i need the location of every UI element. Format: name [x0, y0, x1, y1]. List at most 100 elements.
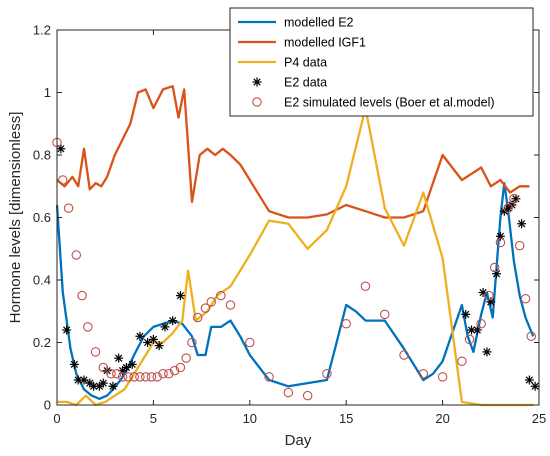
x-tick-label: 20: [435, 411, 449, 426]
legend-entry: E2 data: [252, 76, 327, 90]
data-point: [200, 303, 211, 313]
data-point: [464, 334, 475, 345]
data-point: [106, 368, 116, 379]
x-tick-label: 25: [532, 411, 546, 426]
y-tick-label: 0.2: [33, 335, 51, 350]
data-point: [169, 365, 180, 376]
data-point: [360, 281, 371, 291]
data-point: [472, 325, 482, 335]
data-point: [245, 337, 255, 348]
legend-entry: E2 simulated levels (Boer et al.model): [252, 96, 495, 110]
legend-entries: modelled E2 modelled IGF1 P4 data E2 data E2…: [238, 16, 495, 110]
data-point: [158, 368, 168, 379]
data-point: [418, 368, 429, 379]
y-axis-title: Hormone levels [dimensionless]: [7, 112, 24, 324]
y-tick-label: 0: [44, 398, 51, 413]
legend-entry: modelled E2: [238, 16, 354, 30]
data-point: [476, 318, 486, 329]
data-point: [225, 300, 236, 310]
data-point: [216, 290, 226, 301]
data-point: [143, 338, 153, 347]
legend-marker: [252, 77, 262, 87]
data-point: [135, 372, 145, 382]
data-point: [457, 356, 467, 366]
data-point: [187, 337, 197, 348]
ticks-layer: 0 5 10 15 20 25 0 0.2 0.4 0.6 0.8 1 1.2: [33, 23, 546, 427]
data-point: [437, 372, 448, 382]
data-point: [503, 203, 513, 213]
y-tick-label: 1: [44, 85, 51, 100]
legend-label: P4 data: [284, 56, 327, 70]
legend-entry: P4 data: [238, 56, 327, 70]
data-point: [181, 353, 191, 363]
legend-label: modelled IGF1: [284, 36, 366, 50]
legend-entry: modelled IGF1: [238, 36, 366, 50]
data-point: [264, 372, 274, 382]
data-point: [58, 175, 68, 185]
data-point: [482, 347, 492, 357]
data-point: [69, 359, 79, 369]
data-point: [127, 359, 137, 369]
data-point: [108, 381, 118, 391]
data-point: [121, 363, 131, 372]
x-tick-label: 10: [243, 411, 257, 426]
x-tick-label: 5: [150, 411, 157, 426]
y-tick-label: 0.4: [33, 273, 51, 288]
data-point: [192, 312, 203, 323]
data-point: [98, 362, 109, 373]
data-point: [129, 372, 139, 382]
data-point: [56, 144, 66, 154]
data-point: [283, 387, 294, 398]
x-tick-label: 0: [53, 411, 60, 426]
data-point: [509, 194, 519, 204]
y-tick-label: 0.8: [33, 148, 51, 163]
series-0: [55, 181, 535, 400]
data-point: [461, 309, 471, 319]
legend-box: [229, 7, 534, 117]
legend-label: E2 data: [284, 76, 327, 90]
x-axis-title: Day: [285, 432, 312, 449]
data-point: [524, 375, 534, 385]
data-point: [98, 378, 108, 388]
data-point: [154, 341, 164, 351]
data-point: [71, 250, 82, 260]
data-point: [114, 353, 124, 363]
data-point: [520, 293, 531, 304]
data-point: [62, 325, 72, 335]
data-point: [495, 237, 506, 248]
data-point: [530, 381, 540, 391]
legend-marker: [252, 97, 262, 107]
y-tick-label: 0.6: [33, 210, 51, 225]
data-point: [380, 309, 390, 320]
data-point: [90, 347, 101, 357]
series-line: [56, 85, 530, 219]
series-1: [56, 85, 530, 219]
data-point: [517, 219, 527, 229]
data-point: [63, 203, 74, 213]
data-point: [77, 290, 87, 301]
data-point: [399, 350, 409, 360]
data-point: [140, 372, 151, 382]
data-point: [489, 262, 500, 273]
data-point: [175, 362, 186, 373]
data-point: [123, 372, 134, 382]
data-point: [83, 322, 93, 332]
series-4: [52, 137, 537, 401]
series-line: [55, 181, 535, 400]
legend-label: E2 simulated levels (Boer et al.model): [284, 96, 495, 110]
data-point: [160, 322, 170, 332]
data-point: [175, 291, 185, 301]
data-point: [146, 372, 157, 382]
data-point: [135, 331, 145, 341]
legend-label: modelled E2: [284, 16, 354, 30]
data-point: [164, 368, 174, 379]
data-point: [526, 331, 537, 341]
series-layer: [52, 85, 540, 407]
data-point: [112, 368, 122, 379]
data-point: [206, 297, 216, 307]
x-tick-label: 15: [339, 411, 353, 426]
data-point: [322, 368, 332, 379]
data-point: [484, 290, 494, 301]
legend: modelled E2 modelled IGF1 P4 data E2 data E2…: [229, 7, 534, 117]
